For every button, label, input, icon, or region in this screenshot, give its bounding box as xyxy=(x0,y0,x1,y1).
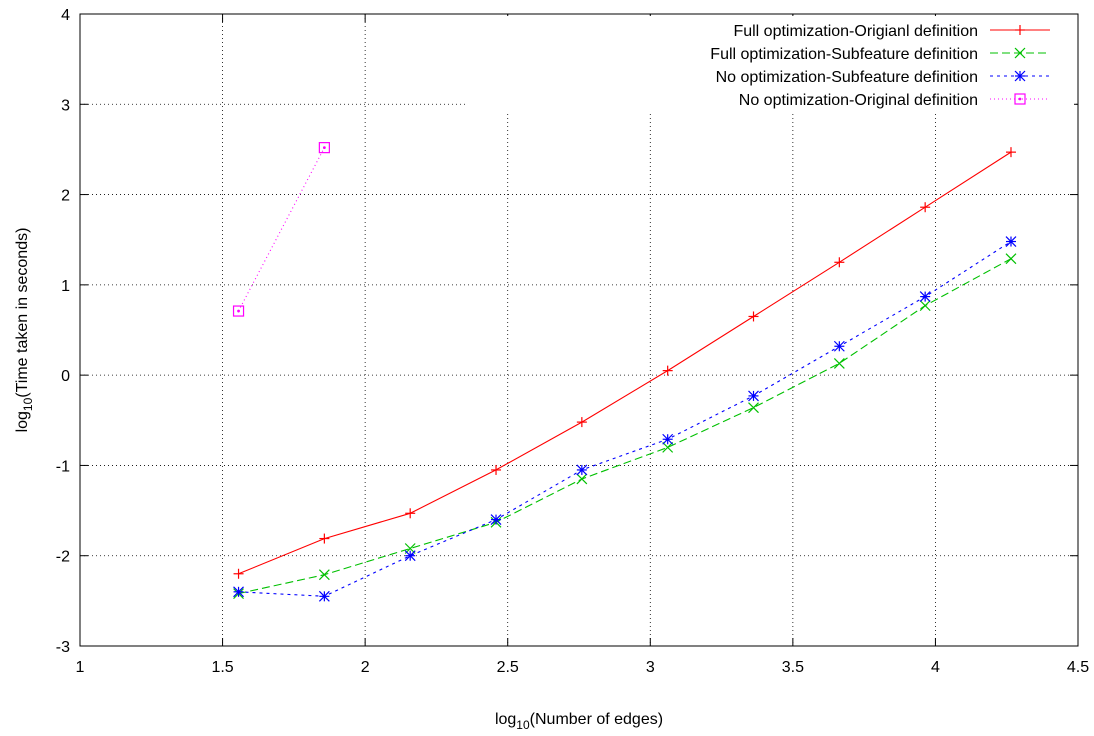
legend-entry: Full optimization-Subfeature definition xyxy=(710,46,1050,63)
data-point xyxy=(1014,70,1026,82)
x-tick-label: 3 xyxy=(646,659,655,676)
data-point xyxy=(748,311,759,322)
data-point xyxy=(833,340,845,352)
x-tick-label: 3.5 xyxy=(782,659,804,676)
data-point xyxy=(1014,93,1026,105)
y-tick-label: 4 xyxy=(61,7,70,24)
data-point xyxy=(576,473,588,485)
legend-entry: Full optimization-Origianl definition xyxy=(733,23,1050,40)
legend-label: No optimization-Subfeature definition xyxy=(716,69,978,86)
data-point xyxy=(920,202,931,213)
x-tick-label: 4.5 xyxy=(1067,659,1089,676)
data-point xyxy=(576,417,587,428)
y-axis-ticks: -3 -2 -1 0 1 2 3 4 xyxy=(56,7,1078,656)
x-tick-label: 4 xyxy=(931,659,940,676)
data-point xyxy=(1005,236,1017,247)
legend-label: No optimization-Original definition xyxy=(739,92,978,109)
legend-background xyxy=(468,16,1074,112)
plot-frame xyxy=(79,13,1079,647)
x-tick-label: 2 xyxy=(361,659,370,676)
data-point xyxy=(833,357,845,369)
data-point xyxy=(318,569,330,581)
data-point xyxy=(405,508,416,519)
y-tick-label: -3 xyxy=(56,639,70,656)
y-axis-label: log10(Time taken in seconds) xyxy=(14,228,35,433)
series-line xyxy=(238,258,1012,595)
data-point xyxy=(1014,47,1026,59)
data-point xyxy=(233,568,244,579)
data-point xyxy=(834,257,845,268)
data-point xyxy=(1005,253,1017,265)
data-point xyxy=(318,590,330,602)
legend-entry: No optimization-Original definition xyxy=(739,92,1050,109)
data-point xyxy=(748,402,759,414)
y-tick-label: 2 xyxy=(61,188,70,205)
data-point xyxy=(233,586,244,598)
series xyxy=(232,142,1017,602)
y-tick-label: 1 xyxy=(61,278,70,295)
data-point xyxy=(919,291,931,303)
data-point xyxy=(1015,25,1025,35)
x-tick-label: 2.5 xyxy=(497,659,519,676)
data-point xyxy=(576,464,588,476)
series-line xyxy=(238,241,1012,597)
axes xyxy=(79,13,1079,647)
y-tick-label: 3 xyxy=(61,97,70,114)
x-axis-ticks: 1 1.5 2 2.5 3 3.5 4 4.5 xyxy=(76,14,1089,676)
data-point xyxy=(919,300,931,312)
data-point xyxy=(748,390,759,402)
data-point xyxy=(662,365,673,376)
series-1 xyxy=(233,147,1016,579)
legend: Full optimization-Origianl definition Ful… xyxy=(468,16,1074,112)
series-4 xyxy=(232,142,330,317)
y-tick-label: 0 xyxy=(61,368,70,385)
x-tick-label: 1 xyxy=(76,659,85,676)
series-line xyxy=(238,147,325,312)
data-point xyxy=(662,433,674,445)
x-axis-label: log10(Number of edges) xyxy=(495,711,663,732)
series-line xyxy=(238,151,1012,575)
data-point xyxy=(1005,147,1016,158)
data-point xyxy=(232,305,245,317)
data-point xyxy=(662,441,674,453)
data-point xyxy=(318,142,330,154)
data-point xyxy=(490,514,502,526)
legend-label: Full optimization-Subfeature definition xyxy=(710,46,978,63)
data-point xyxy=(319,533,330,544)
legend-entry: No optimization-Subfeature definition xyxy=(716,69,1050,86)
data-point xyxy=(404,550,416,562)
data-point xyxy=(491,464,502,475)
y-tick-label: -1 xyxy=(56,458,70,475)
grid xyxy=(80,14,1078,646)
y-tick-label: -2 xyxy=(56,549,70,566)
legend-label: Full optimization-Origianl definition xyxy=(733,23,978,40)
series-3 xyxy=(233,236,1017,602)
series-2 xyxy=(233,253,1017,600)
x-tick-label: 1.5 xyxy=(211,659,233,676)
